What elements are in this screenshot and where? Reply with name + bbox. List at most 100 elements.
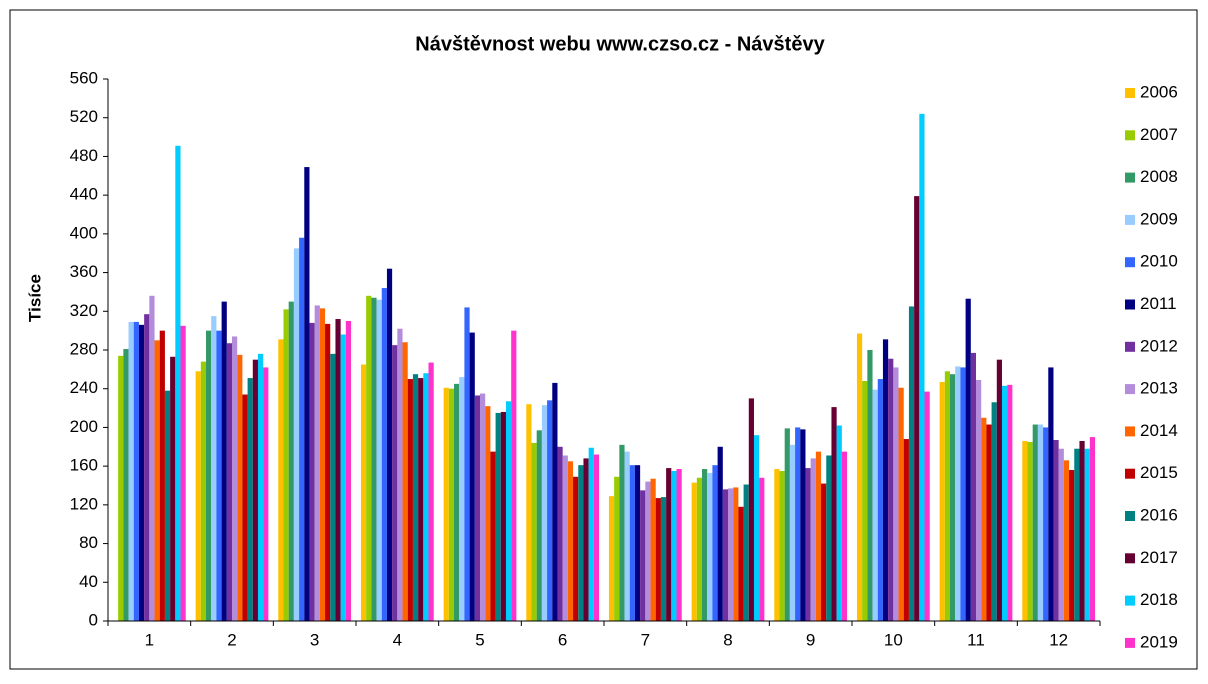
bar [784, 428, 790, 621]
bar [314, 305, 320, 621]
bar [800, 429, 806, 621]
bar [1032, 424, 1038, 621]
bar [1053, 440, 1059, 621]
bar [392, 345, 398, 621]
bar [831, 407, 837, 621]
bar [283, 309, 289, 621]
bar [696, 477, 703, 621]
bar [128, 321, 134, 621]
bar [650, 478, 656, 621]
bar [795, 427, 801, 621]
bar [402, 342, 408, 621]
bar [459, 377, 465, 621]
bar [428, 362, 434, 621]
bar [562, 455, 568, 621]
bar [480, 393, 486, 621]
legend-label: 2012 [1140, 336, 1178, 355]
legend-swatch [1125, 595, 1135, 606]
bar [970, 352, 976, 621]
bar [144, 314, 150, 621]
bar [257, 353, 264, 621]
y-tick-label: 400 [70, 223, 98, 242]
bar [944, 371, 951, 621]
bar [335, 319, 341, 621]
bar [170, 356, 176, 621]
bar [360, 364, 367, 621]
bar [996, 359, 1002, 621]
bar [490, 451, 496, 621]
legend-swatch [1125, 384, 1135, 395]
bar [226, 343, 232, 621]
bar [867, 350, 873, 621]
bar [1043, 427, 1049, 621]
bar [138, 324, 145, 621]
legend-swatch [1125, 341, 1135, 352]
y-axis-label: Tisíce [25, 274, 44, 322]
bar [1074, 448, 1080, 621]
bar [123, 349, 129, 621]
bar [950, 374, 956, 621]
bar [655, 498, 661, 621]
bar [939, 381, 945, 621]
bar [221, 301, 227, 621]
legend-label: 2009 [1140, 209, 1178, 228]
y-tick-label: 480 [70, 146, 98, 165]
bar [412, 374, 419, 621]
legend-label: 2013 [1140, 379, 1178, 398]
y-tick-label: 520 [70, 107, 98, 126]
bar [371, 297, 377, 621]
bar [955, 366, 961, 621]
bar [1001, 385, 1008, 621]
legend-label: 2016 [1140, 505, 1178, 524]
bar [856, 333, 863, 621]
chart-frame [9, 9, 1198, 670]
bar [593, 454, 600, 621]
x-tick-label: 2 [227, 630, 236, 649]
bar [309, 322, 315, 621]
bar [448, 388, 455, 621]
bar [1069, 470, 1075, 621]
y-tick-label: 0 [89, 610, 98, 629]
bar [1027, 441, 1033, 621]
bar [702, 469, 708, 621]
legend-swatch [1125, 511, 1135, 521]
y-tick-label: 160 [70, 456, 98, 475]
bar [759, 477, 765, 621]
bar [154, 340, 160, 621]
bar [330, 353, 336, 621]
bar [386, 268, 393, 621]
chart-title: Návštěvnost webu www.czso.cz - Návštěvy [415, 33, 825, 55]
bar [216, 330, 222, 621]
bar [810, 458, 816, 621]
bar [175, 145, 181, 621]
bar [1007, 384, 1013, 621]
bar [841, 451, 848, 621]
bar [325, 323, 331, 621]
bar [640, 490, 646, 621]
legend-swatch [1125, 553, 1135, 564]
y-tick-label: 200 [70, 417, 98, 436]
bar [578, 465, 584, 621]
bar [666, 468, 672, 621]
legend-label: 2017 [1140, 548, 1178, 567]
bar [541, 405, 548, 621]
bar [567, 461, 574, 621]
y-tick-label: 120 [70, 494, 98, 513]
bar [407, 379, 413, 621]
bar [583, 458, 589, 621]
legend-swatch [1125, 130, 1135, 141]
bar [340, 334, 346, 621]
legend-label: 2007 [1140, 125, 1178, 144]
bar [965, 298, 971, 621]
bar [454, 383, 460, 621]
y-tick-label: 440 [70, 185, 98, 204]
bar [536, 430, 542, 621]
legend-label: 2019 [1140, 632, 1178, 651]
bar [118, 355, 124, 621]
bar [381, 288, 387, 621]
bar [242, 394, 248, 621]
bar [660, 497, 667, 621]
bar [547, 400, 553, 621]
legend-swatch [1125, 88, 1135, 98]
bar [469, 332, 475, 621]
